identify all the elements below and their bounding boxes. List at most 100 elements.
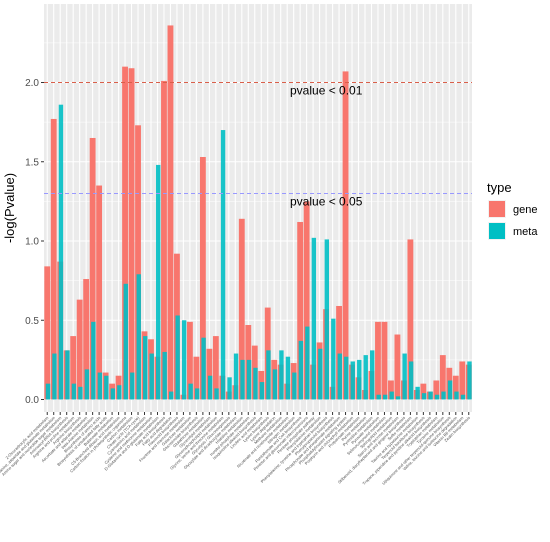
bar-meta: [71, 383, 77, 400]
bar-meta: [175, 315, 180, 400]
bar-meta: [162, 351, 167, 400]
y-tick-label: 1.5: [25, 157, 39, 168]
bar-meta: [447, 380, 453, 400]
bar-gene: [161, 80, 167, 400]
bar-gene: [70, 336, 77, 400]
bar-gene: [206, 348, 213, 400]
bar-gene: [439, 355, 446, 400]
bar-meta: [123, 283, 128, 400]
bar-meta: [421, 393, 427, 400]
bar-meta: [45, 383, 51, 400]
bar-meta: [52, 353, 57, 400]
bar-gene: [96, 185, 103, 400]
bar-meta: [58, 104, 64, 400]
bar-meta: [130, 372, 135, 400]
bar-meta: [460, 394, 466, 400]
bar-meta: [117, 385, 122, 400]
bar-meta: [382, 394, 388, 400]
plot-panel: [44, 4, 472, 412]
x-axis: 2-Oxocarboxylic acid metabolismAlanine, …: [0, 412, 471, 486]
bar-meta: [97, 372, 103, 400]
bar-gene: [186, 321, 193, 400]
bar-meta: [104, 375, 109, 400]
bar-gene: [452, 375, 459, 400]
bar-meta: [344, 356, 349, 400]
bar-gene: [381, 321, 388, 400]
bar-meta: [91, 321, 96, 400]
bar-meta: [389, 391, 394, 400]
bar-gene: [420, 383, 427, 400]
bar-meta: [78, 386, 83, 400]
bar-meta: [181, 320, 187, 400]
bar-meta: [467, 361, 472, 400]
bar-meta: [337, 353, 342, 400]
bar-meta: [65, 350, 70, 400]
bar-meta: [156, 164, 161, 400]
bar-gene: [238, 218, 245, 400]
bar-meta: [110, 388, 116, 400]
bar-gene: [303, 201, 310, 400]
bar-meta: [318, 348, 323, 400]
bar-meta: [272, 369, 278, 400]
threshold-lines: pvalue < 0.01 pvalue < 0.05: [44, 82, 472, 208]
bar-gene: [433, 380, 440, 400]
bar-gene: [394, 334, 401, 400]
bar-meta: [194, 388, 200, 400]
bar-gene: [122, 66, 128, 400]
bar-meta: [220, 130, 226, 400]
bar-meta: [434, 394, 440, 400]
bar-meta: [415, 386, 420, 400]
legend-swatch-gene: [489, 201, 505, 217]
bar-meta: [441, 391, 446, 400]
bar-meta: [233, 353, 239, 400]
bar-meta: [136, 274, 141, 400]
bar-meta: [253, 367, 258, 400]
bar-gene: [167, 25, 174, 400]
legend-swatch-meta: [489, 223, 505, 239]
bar-meta: [311, 237, 317, 400]
y-tick-label: 0.5: [25, 316, 39, 327]
bar-gene: [76, 299, 83, 400]
bar-gene: [459, 361, 466, 400]
bar-meta: [331, 318, 336, 400]
bar-gene: [135, 125, 141, 400]
bars: [44, 25, 472, 400]
y-tick-label: 2.0: [25, 78, 39, 89]
bar-meta: [201, 337, 206, 400]
bar-meta: [149, 353, 154, 400]
bar-meta: [246, 359, 252, 400]
bar-meta: [207, 375, 213, 400]
bar-meta: [376, 394, 381, 400]
bar-meta: [363, 355, 368, 400]
bar-meta: [408, 361, 414, 400]
bar-gene: [297, 221, 304, 400]
bar-meta: [266, 350, 271, 400]
bar-meta: [285, 356, 291, 400]
bar-meta: [259, 382, 265, 400]
bar-meta: [324, 239, 330, 400]
bar-meta: [227, 377, 232, 400]
bar-meta: [292, 372, 297, 400]
bar-meta: [305, 326, 310, 400]
bar-meta: [168, 391, 174, 400]
bar-gene: [83, 279, 90, 400]
bar-gene: [342, 71, 349, 400]
bar-gene: [44, 266, 51, 400]
y-axis: 0.0 0.5 1.0 1.5 2.0: [25, 78, 44, 406]
bar-meta: [395, 396, 401, 400]
threshold-label: pvalue < 0.01: [290, 84, 363, 98]
bar-gene: [89, 137, 96, 400]
bar-gene: [128, 68, 135, 400]
legend-title: type: [487, 180, 512, 195]
bar-meta: [84, 369, 90, 400]
bar-meta: [188, 383, 193, 400]
bar-meta: [357, 359, 362, 400]
bar-gene: [212, 336, 219, 400]
legend-label-meta: meta: [513, 226, 538, 238]
bar-meta: [279, 350, 284, 400]
bar-gene: [375, 321, 381, 400]
y-axis-title: -log(Pvalue): [2, 173, 17, 243]
bar-meta: [402, 353, 407, 400]
legend: type gene meta: [487, 180, 538, 240]
